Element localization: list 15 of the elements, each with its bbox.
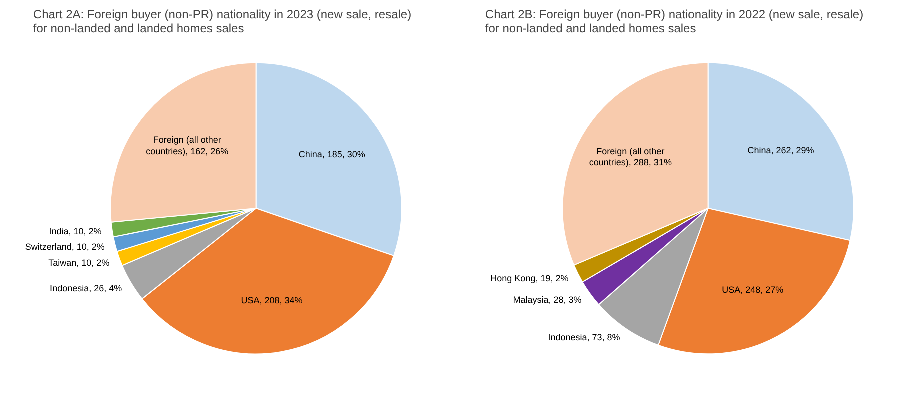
slice-label: Foreign (all other countries), 288, 31% — [589, 146, 672, 168]
slice-label: USA, 208, 34% — [241, 295, 303, 306]
slice-label: Hong Kong, 19, 2% — [490, 274, 569, 284]
slice-label: Foreign (all other countries), 162, 26% — [146, 135, 229, 156]
slice-label: Indonesia, 26, 4% — [50, 283, 122, 294]
chart-title: Chart 2B: Foreign buyer (non-PR) nationality in 2022 (new sale, resale) for non-landed and landed homes sales — [485, 8, 864, 36]
slice-label: Malaysia, 28, 3% — [513, 295, 582, 306]
slice-label: India, 10, 2% — [49, 226, 102, 236]
slice-label: USA, 248, 27% — [722, 285, 784, 296]
slice-label: China, 185, 30% — [298, 149, 366, 160]
slice-label: Switzerland, 10, 2% — [25, 242, 105, 252]
slice-label: Taiwan, 10, 2% — [48, 258, 110, 268]
chart-title: Chart 2A: Foreign buyer (non-PR) nationality in 2023 (new sale, resale) for non-landed and landed homes sales — [33, 8, 412, 36]
slice-label: Indonesia, 73, 8% — [548, 332, 620, 342]
slice-label: China, 262, 29% — [748, 145, 814, 156]
